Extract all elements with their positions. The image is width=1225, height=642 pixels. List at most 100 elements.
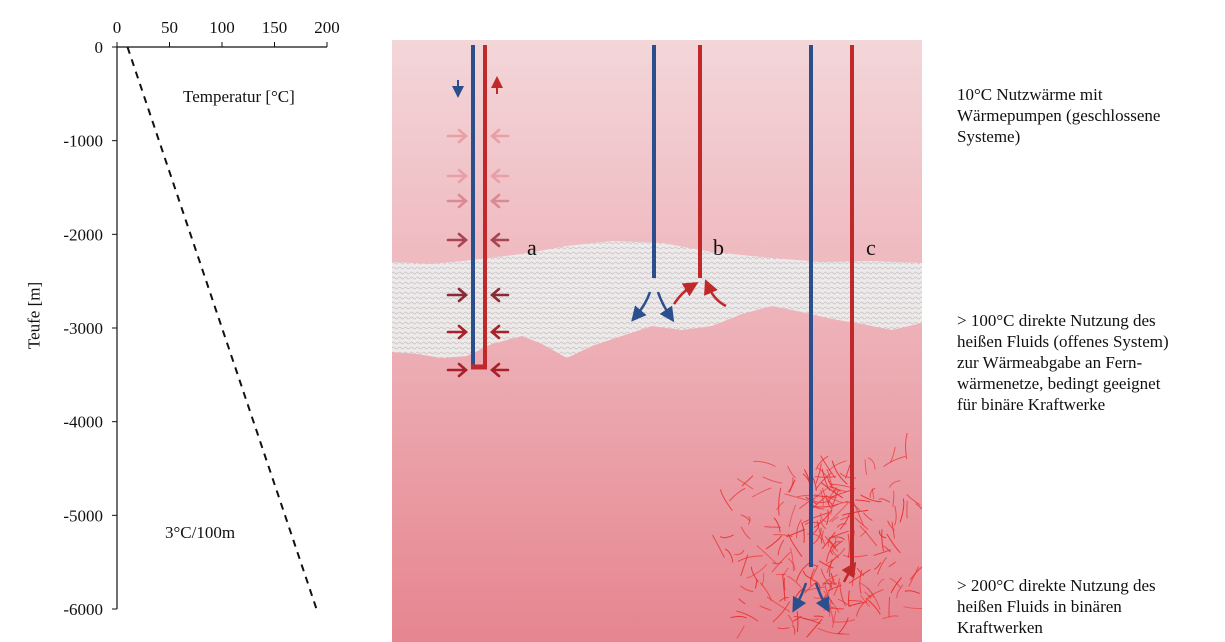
- heat-arrow: [490, 324, 510, 340]
- fracture: [831, 516, 839, 523]
- heat-arrow: [446, 287, 468, 303]
- fracture: [821, 487, 832, 509]
- fracture: [750, 566, 759, 583]
- fracture: [827, 579, 838, 584]
- aquifer-layer: [392, 241, 922, 358]
- well-b: [631, 45, 727, 323]
- gradient-annotation: 3°C/100m: [165, 523, 236, 542]
- fracture: [783, 577, 786, 591]
- fracture: [831, 460, 848, 485]
- fracture: [740, 585, 754, 593]
- fracture: [737, 555, 764, 562]
- fracture: [832, 490, 839, 505]
- fracture: [811, 527, 822, 546]
- note-shallow-use: 10°C Nutzwärme mit Wärmepumpen (geschlos…: [957, 85, 1161, 146]
- fracture: [765, 535, 783, 550]
- fracture: [904, 590, 920, 594]
- fracture: [796, 611, 799, 632]
- fracture: [820, 455, 836, 479]
- fracture: [803, 512, 829, 523]
- y-axis-label: Teufe [m]: [24, 281, 44, 350]
- fracture: [860, 494, 882, 503]
- fracture: [790, 547, 794, 572]
- fracture: [864, 591, 872, 599]
- fracture: [881, 529, 884, 552]
- fracture: [869, 487, 876, 498]
- fracture: [762, 476, 783, 484]
- fracture: [772, 561, 783, 565]
- fracture: [792, 624, 796, 635]
- fracture: [719, 534, 734, 539]
- fracture: [829, 486, 841, 492]
- fracture: [829, 559, 833, 578]
- fracture: [859, 530, 867, 537]
- fracture: [864, 459, 868, 475]
- fracture: [804, 581, 818, 594]
- fracture: [787, 614, 794, 625]
- note-deep-use: > 200°C direkte Nutzung des heißen Fluid…: [957, 576, 1156, 637]
- y-tick-label: -3000: [63, 319, 103, 338]
- fracture: [816, 520, 826, 545]
- y-tick-label: 0: [95, 38, 104, 57]
- fracture: [878, 498, 891, 503]
- fracture: [856, 602, 865, 617]
- y-tick-labels: 0 -1000 -2000 -3000 -4000 -5000 -6000: [63, 38, 117, 619]
- y-tick-label: -4000: [63, 413, 103, 432]
- fracture: [782, 573, 786, 602]
- fracture: [894, 505, 897, 526]
- y-tick-label: -6000: [63, 600, 103, 619]
- x-tick-label: 100: [209, 18, 235, 37]
- fracture: [741, 475, 754, 487]
- fracture: [830, 572, 835, 584]
- x-tick-label: 50: [161, 18, 178, 37]
- fracture: [792, 615, 802, 622]
- heat-arrow: [490, 193, 510, 209]
- fracture: [771, 551, 791, 573]
- fracture: [840, 515, 851, 521]
- fracture: [776, 501, 785, 511]
- fracture: [736, 478, 754, 490]
- fracture: [823, 590, 840, 613]
- temperature-depth-chart: 0 50 100 150 200 0 -1000 -2000 -3000 -4000 -5000 -…: [63, 18, 339, 619]
- fracture: [824, 535, 839, 552]
- fracture: [837, 617, 849, 635]
- fracture: [736, 625, 745, 639]
- fracture: [839, 582, 847, 607]
- fracture: [847, 600, 863, 602]
- x-tick-label: 0: [113, 18, 122, 37]
- fracture: [883, 455, 906, 467]
- fracture-network: [712, 432, 922, 639]
- fracture: [740, 554, 749, 577]
- fracture: [740, 514, 751, 522]
- gradient-line: [126, 46, 318, 610]
- fracture: [787, 575, 802, 589]
- fracture: [773, 534, 793, 537]
- heat-arrow: [446, 193, 468, 209]
- fracture: [892, 490, 895, 507]
- fracture: [859, 525, 878, 546]
- fracture: [890, 577, 902, 594]
- fracture: [908, 566, 920, 587]
- fracture: [855, 499, 871, 503]
- well-a: [446, 45, 510, 378]
- fracture: [915, 503, 922, 510]
- fracture: [730, 615, 747, 619]
- fracture: [746, 563, 768, 579]
- fracture: [759, 582, 772, 601]
- fracture: [729, 487, 746, 502]
- fracture: [782, 567, 789, 577]
- fracture: [720, 489, 733, 512]
- fracture: [825, 545, 834, 563]
- heat-arrow: [490, 128, 510, 144]
- fracture: [886, 533, 901, 554]
- fracture: [889, 578, 902, 589]
- note-medium-use: > 100°C direkte Nutzung des heißen Fluid…: [957, 311, 1169, 414]
- fracture: [778, 487, 782, 516]
- fracture: [831, 537, 837, 553]
- fracture: [891, 521, 895, 539]
- fracture: [801, 617, 819, 621]
- fracture: [830, 545, 834, 556]
- fracture: [830, 606, 844, 610]
- fracture: [801, 522, 805, 543]
- heat-arrow: [446, 128, 468, 144]
